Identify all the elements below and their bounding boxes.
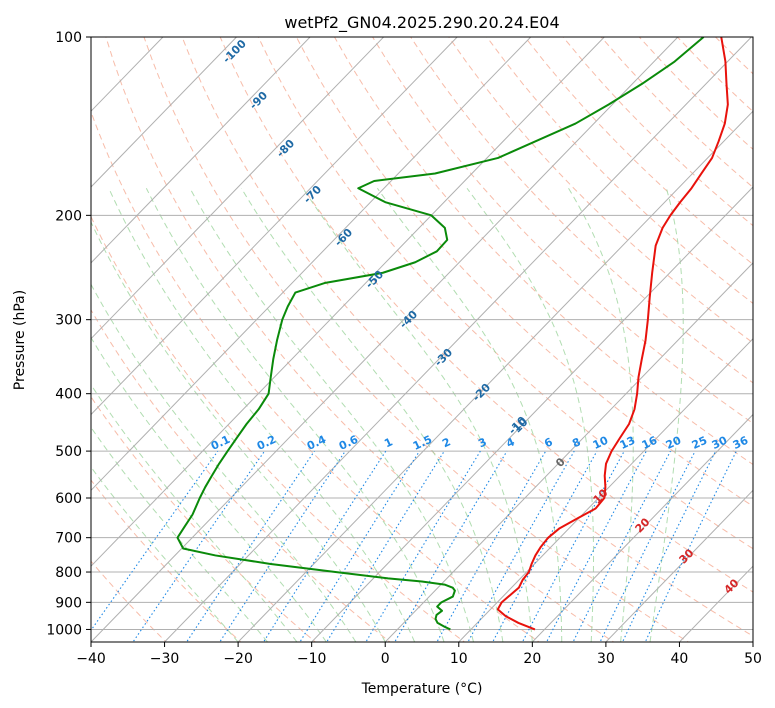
- y-tick-label: 200: [55, 208, 82, 224]
- mixing-ratio-line: [132, 450, 266, 642]
- moist-adiabat-line: [240, 187, 504, 642]
- mixing-ratio-line: [91, 450, 219, 632]
- x-tick-label: −30: [150, 651, 180, 667]
- dry-adiabat-line: [410, 37, 753, 384]
- moist-adiabat-line: [91, 336, 327, 642]
- mixing-ratio-line: [521, 450, 625, 642]
- mixing-ratio-label: 13: [618, 434, 637, 452]
- moist-adiabat-line: [91, 283, 357, 642]
- moist-adiabat-line: [108, 188, 416, 642]
- moist-adiabat-line: [91, 426, 268, 642]
- dry-adiabat-line: [257, 37, 753, 550]
- mixing-ratio-label: 10: [591, 434, 611, 452]
- mixing-ratio-label: 20: [664, 434, 684, 452]
- dry-adiabat-line: [448, 37, 753, 344]
- dry-adiabat-line: [334, 37, 753, 466]
- dry-adiabat-line: [91, 215, 466, 642]
- isotherm-line: [458, 337, 753, 642]
- y-tick-label: 700: [55, 531, 82, 547]
- x-tick-label: 30: [597, 651, 615, 667]
- mixing-ratio-label: 16: [640, 434, 660, 452]
- y-tick-label: 800: [55, 565, 82, 581]
- mixing-ratio-line: [545, 450, 647, 642]
- y-tick-label: 300: [55, 313, 82, 329]
- isotherm-line: [91, 37, 311, 264]
- isotherm-line: [91, 37, 237, 188]
- moist-adiabat-line: [91, 466, 239, 642]
- chart-title: wetPf2_GN04.2025.290.20.24.E04: [284, 13, 559, 33]
- isotherm-line: [605, 489, 753, 642]
- isotherm-line: [311, 186, 753, 642]
- mixing-ratio-line: [644, 450, 737, 642]
- dry-adiabat-line: [219, 37, 753, 593]
- y-tick-label: 1000: [46, 622, 82, 638]
- dry-adiabat-line: [372, 37, 753, 424]
- y-tick-label: 900: [55, 595, 82, 611]
- mixing-ratio-line: [492, 450, 598, 642]
- temperature-profile-line: [496, 37, 729, 631]
- y-tick-label: 600: [55, 491, 82, 507]
- isotherm-line: [531, 413, 753, 642]
- isotherm-line: [91, 37, 679, 642]
- y-tick-label: 500: [55, 444, 82, 460]
- x-tick-label: 50: [744, 651, 762, 667]
- moist-adiabat-line: [466, 187, 595, 642]
- moist-adiabat-line: [302, 187, 533, 642]
- isotherm-line: [164, 37, 752, 642]
- moist-adiabat-line: [145, 188, 445, 642]
- x-tick-label: 20: [523, 651, 541, 667]
- isotherm-line: [91, 37, 605, 567]
- x-tick-label: 40: [671, 651, 689, 667]
- moist-adiabat-line: [91, 220, 386, 642]
- mixing-ratio-label: 25: [690, 434, 709, 452]
- y-tick-label: 100: [55, 30, 82, 46]
- dry-adiabat-line: [295, 37, 753, 507]
- mixing-ratio-line: [394, 450, 508, 642]
- x-tick-label: 10: [450, 651, 468, 667]
- y-tick-label: 400: [55, 387, 82, 403]
- x-tick-label: −10: [297, 651, 327, 667]
- x-tick-label: −20: [223, 651, 253, 667]
- mixing-ratio-line: [299, 450, 420, 642]
- isotherm-line: [384, 262, 753, 642]
- isotherm-line: [237, 110, 753, 642]
- mixing-ratio-line: [262, 450, 387, 642]
- plot-frame: [90, 36, 754, 643]
- mixing-ratio-label: 30: [710, 434, 730, 452]
- mixing-ratio-label: 36: [731, 434, 751, 452]
- x-tick-label: 0: [381, 651, 390, 667]
- moist-adiabat-line: [568, 187, 634, 642]
- moist-adiabat-line: [376, 187, 563, 642]
- isotherm-line: [91, 37, 458, 416]
- x-axis-label: Temperature (°C): [361, 681, 483, 697]
- dry-adiabat-line: [143, 37, 690, 642]
- mixing-ratio-line: [219, 450, 346, 642]
- moist-adiabat-line: [91, 383, 298, 642]
- mixing-ratio-line: [572, 450, 672, 642]
- isotherm-line: [91, 37, 532, 492]
- mixing-ratio-line: [185, 450, 315, 642]
- mixing-ratio-line: [326, 450, 445, 642]
- y-axis-label: Pressure (hPa): [12, 290, 28, 390]
- x-tick-label: −40: [76, 651, 106, 667]
- dewpoint-profile-line: [176, 37, 705, 631]
- moist-adiabat-line: [189, 188, 474, 642]
- moist-adiabat-line: [649, 188, 684, 642]
- isotherm-line: [91, 37, 384, 340]
